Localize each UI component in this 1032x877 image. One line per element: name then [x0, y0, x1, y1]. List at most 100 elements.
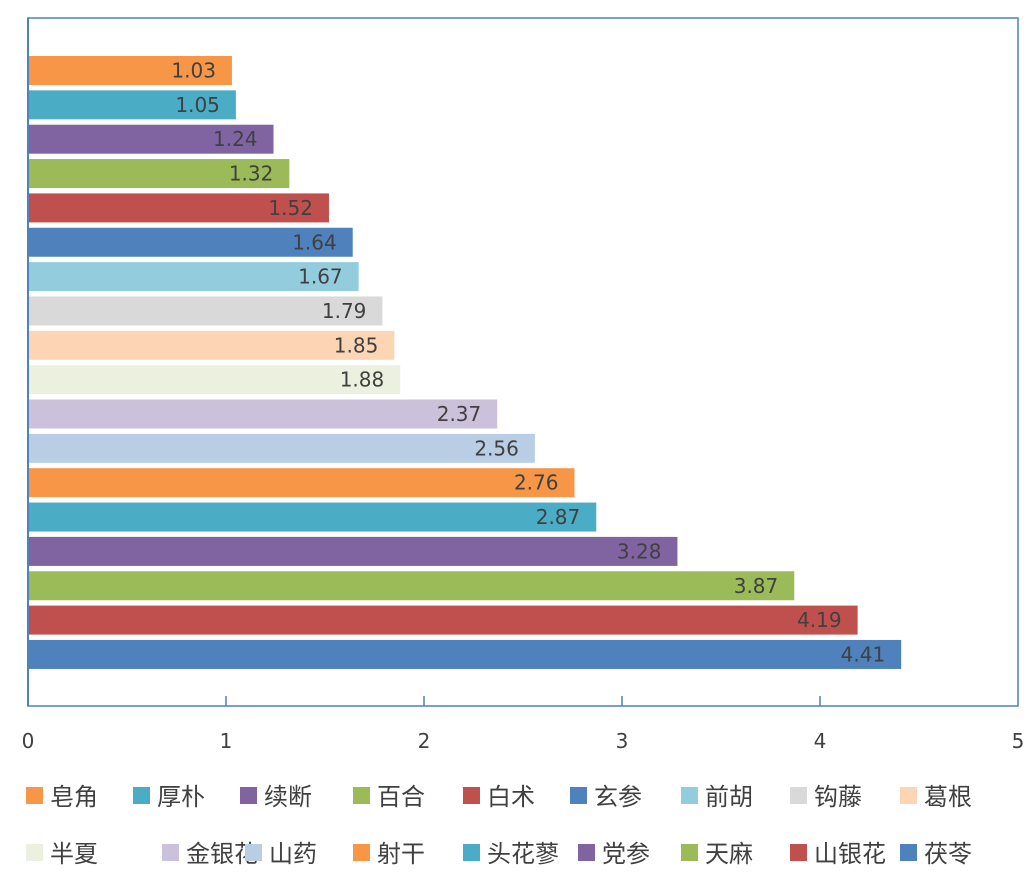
legend-swatch — [133, 787, 150, 804]
bar-山药 — [29, 433, 535, 463]
bar-value-label: 3.87 — [734, 574, 779, 598]
plot-frame — [27, 17, 1019, 707]
bar-半夏 — [29, 365, 401, 395]
legend-label: 葛根 — [924, 783, 972, 811]
legend-label: 钩藤 — [814, 783, 862, 811]
legend-label: 百合 — [377, 783, 425, 811]
bar-山银花 — [29, 605, 858, 635]
bar-钩藤 — [29, 296, 383, 326]
legend-swatch — [245, 844, 262, 861]
legend-item-续断: 续断 — [240, 783, 312, 811]
bar-皂角 — [29, 56, 232, 85]
legend-swatch — [463, 787, 480, 804]
legend-item-头花蓼: 头花蓼 — [463, 840, 559, 868]
bar-射干 — [29, 468, 575, 498]
bar-value-label: 4.41 — [841, 642, 886, 666]
bar-value-label: 1.52 — [268, 196, 313, 220]
legend-item-百合: 百合 — [353, 783, 425, 811]
legend-item-厚朴: 厚朴 — [133, 783, 205, 811]
legend-swatch — [578, 844, 595, 861]
legend-label: 山药 — [269, 840, 317, 868]
bar-value-label: 2.56 — [474, 436, 519, 460]
legend-label: 天麻 — [705, 840, 753, 868]
legend-item-玄参: 玄参 — [570, 783, 642, 811]
bar-葛根 — [29, 330, 395, 360]
legend-item-党参: 党参 — [578, 840, 650, 868]
bar-value-label: 1.32 — [229, 162, 274, 186]
legend-swatch — [790, 844, 807, 861]
bar-金银花 — [29, 399, 498, 429]
bar-value-label: 1.24 — [213, 127, 258, 151]
legend-label: 白术 — [487, 783, 535, 811]
x-tick-label: 1 — [220, 729, 233, 753]
bar-value-label: 1.88 — [340, 368, 385, 392]
bar-value-label: 1.64 — [292, 230, 337, 254]
bar-value-label: 1.67 — [298, 265, 343, 289]
bar-labels-group: 1.03 1.05 1.24 1.32 1.52 1.64 1.67 1.79 1.85 1.88… — [171, 59, 885, 667]
bar-百合 — [29, 159, 290, 189]
legend-item-皂角: 皂角 — [26, 783, 98, 811]
legend-item-茯苓: 茯苓 — [900, 840, 972, 868]
x-tick-label: 2 — [418, 729, 431, 753]
legend-swatch — [353, 844, 370, 861]
legend-swatch — [162, 844, 179, 861]
legend-swatch — [900, 787, 917, 804]
bar-value-label: 4.19 — [797, 608, 842, 632]
x-tick-label: 4 — [814, 729, 827, 753]
legend-item-金银花: 金银花 — [162, 840, 258, 868]
legend-label: 玄参 — [594, 783, 642, 811]
legend-label: 皂角 — [50, 783, 98, 811]
bar-天麻 — [29, 571, 795, 601]
bar-value-label: 1.85 — [334, 333, 379, 357]
legend-label: 茯苓 — [924, 840, 972, 868]
legend-swatch — [681, 844, 698, 861]
legend-label: 党参 — [602, 840, 650, 868]
bar-value-label: 2.87 — [536, 505, 581, 529]
legend-label: 半夏 — [50, 840, 98, 868]
bar-头花蓼 — [29, 502, 597, 532]
legend-label: 前胡 — [705, 783, 753, 811]
legend-swatch — [681, 787, 698, 804]
legend-swatch — [900, 844, 917, 861]
legend-swatch — [570, 787, 587, 804]
legend-label: 续断 — [264, 783, 312, 811]
bar-白术 — [29, 193, 329, 223]
x-tick-label: 5 — [1012, 729, 1025, 753]
legend-item-白术: 白术 — [463, 783, 535, 811]
bar-value-label: 1.05 — [175, 93, 220, 117]
bar-value-label: 2.76 — [514, 471, 559, 495]
bar-value-label: 2.37 — [437, 402, 482, 426]
plot-area: 1.03 1.05 1.24 1.32 1.52 1.64 1.67 1.79 1.85 1.88… — [22, 17, 1025, 753]
legend-label: 山银花 — [814, 840, 886, 868]
legend-item-山药: 山药 — [245, 840, 317, 868]
legend-swatch — [790, 787, 807, 804]
legend-item-前胡: 前胡 — [681, 783, 753, 811]
x-tick-label: 3 — [616, 729, 629, 753]
bar-玄参 — [29, 227, 353, 257]
bar-value-label: 1.79 — [322, 299, 367, 323]
legend-swatch — [353, 787, 370, 804]
bar-党参 — [29, 536, 678, 566]
legend-item-天麻: 天麻 — [681, 840, 753, 868]
bar-续断 — [29, 124, 274, 154]
legend-item-山银花: 山银花 — [790, 840, 886, 868]
legend-swatch — [26, 844, 43, 861]
bar-value-label: 3.28 — [617, 539, 662, 563]
x-tick-label: 0 — [22, 729, 35, 753]
legend-item-半夏: 半夏 — [26, 840, 98, 868]
legend-swatch — [240, 787, 257, 804]
legend-swatch — [26, 787, 43, 804]
legend-label: 厚朴 — [157, 783, 205, 811]
legend-label: 射干 — [377, 840, 425, 868]
bars-group — [29, 56, 902, 669]
x-ticks-group: 0 1 2 3 4 5 — [22, 696, 1025, 753]
legend-swatch — [463, 844, 480, 861]
legend-item-葛根: 葛根 — [900, 783, 972, 811]
legend-item-钩藤: 钩藤 — [790, 783, 862, 811]
bar-value-label: 1.03 — [171, 59, 216, 83]
bar-茯苓 — [29, 639, 902, 669]
legend-item-射干: 射干 — [353, 840, 425, 868]
legend-label: 头花蓼 — [487, 840, 559, 868]
